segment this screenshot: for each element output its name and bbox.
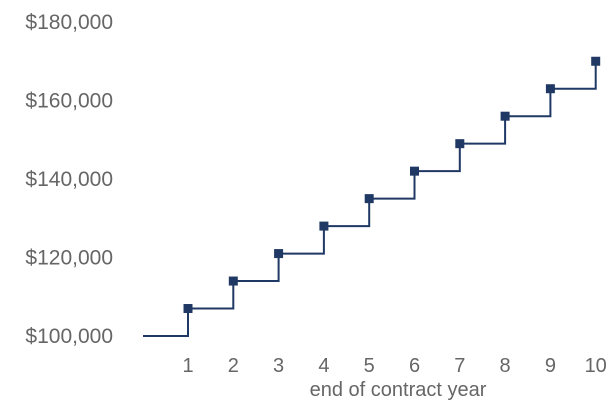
x-tick-labels: 1 2 3 4 5 6 7 8 9 10 xyxy=(182,355,606,377)
y-tick-label: $180,000 xyxy=(25,11,113,34)
data-marker xyxy=(229,277,238,286)
y-tick-label: $140,000 xyxy=(25,168,113,191)
x-tick-label: 1 xyxy=(182,355,193,377)
data-marker xyxy=(184,304,193,313)
data-marker xyxy=(591,57,600,66)
x-axis-title: end of contract year xyxy=(310,379,487,401)
x-tick-label: 10 xyxy=(585,355,607,377)
y-tick-label: $120,000 xyxy=(25,247,113,270)
data-marker xyxy=(501,112,510,121)
x-tick-label: 9 xyxy=(545,355,556,377)
x-tick-label: 8 xyxy=(500,355,511,377)
y-tick-label: $100,000 xyxy=(25,325,113,348)
x-tick-label: 2 xyxy=(228,355,239,377)
x-tick-label: 3 xyxy=(273,355,284,377)
x-tick-label: 6 xyxy=(409,355,420,377)
x-tick-label: 7 xyxy=(454,355,465,377)
data-marker xyxy=(365,194,374,203)
x-tick-label: 5 xyxy=(364,355,375,377)
data-marker xyxy=(546,84,555,93)
y-tick-label: $160,000 xyxy=(25,90,113,113)
x-tick-label: 4 xyxy=(318,355,329,377)
data-marker xyxy=(274,249,283,258)
data-marker xyxy=(455,139,464,148)
y-tick-labels: $100,000 $120,000 $140,000 $160,000 $180,000 xyxy=(25,11,113,348)
data-marker xyxy=(410,167,419,176)
data-marker xyxy=(319,222,328,231)
data-markers xyxy=(184,57,601,313)
